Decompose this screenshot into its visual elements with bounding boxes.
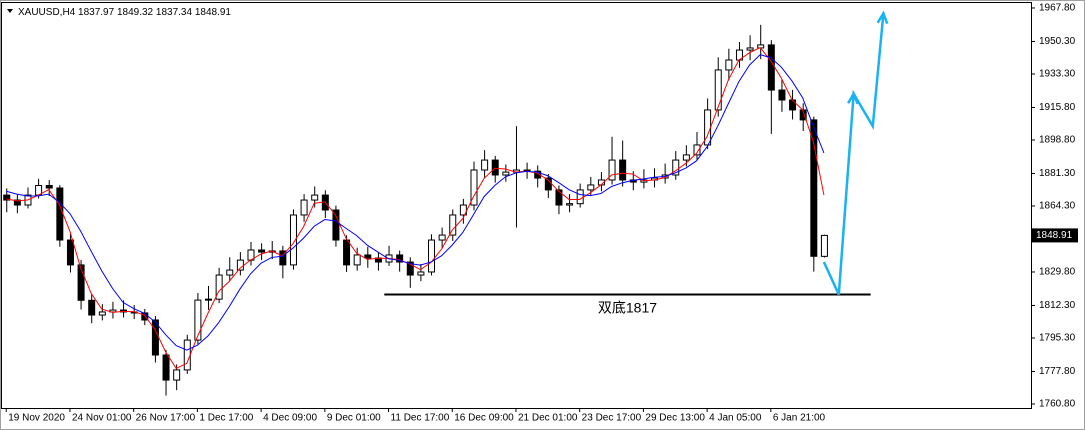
y-tick-label: 1950.30 [1039,36,1076,47]
candle-body [173,369,181,381]
candle-body [332,209,340,241]
x-tick-label: 26 Nov 17:00 [136,413,196,424]
arrow-head [847,90,859,105]
y-tick-label: 1795.30 [1039,333,1076,344]
candle-body [205,298,213,301]
candle-body [672,159,680,176]
candle-body [406,261,414,276]
close: 1848.91 [195,7,232,18]
symbol: XAUUSD,H4 [18,7,76,18]
candle-body [364,254,372,259]
x-tick-label: 19 Nov 2020 [8,413,65,424]
y-tick-label: 1898.80 [1039,135,1076,146]
moving-average [6,46,825,370]
candle-body [417,271,425,276]
candle-body [470,169,478,206]
x-tick-label: 21 Dec 01:00 [518,413,578,424]
candle-body [77,264,85,301]
candle-body [789,99,797,111]
x-tick-label: 11 Dec 17:00 [391,413,450,424]
price-label-bg [1032,228,1078,243]
y-tick-label: 1967.80 [1039,3,1076,14]
candle-body [66,239,74,266]
candle-body [428,239,436,273]
candle-body [194,299,202,341]
candle-body [258,249,266,253]
candle-body [300,199,308,216]
candle-body [481,159,489,171]
annotation: 双底1817 [598,299,657,315]
candle-body [746,47,754,51]
candle-body [502,171,510,176]
low: 1837.34 [156,7,193,18]
price-label: 1848.91 [1036,230,1073,241]
candle-body [279,250,287,266]
candle-body [438,234,446,241]
candle-body [778,89,786,101]
candle-body [459,204,467,216]
candle-body [183,339,191,371]
header: XAUUSD,H4 1837.97 1849.32 1837.34 1848.9… [18,7,231,18]
x-tick-label: 6 Jan 21:00 [773,413,826,424]
candle-body [353,254,361,266]
candle-body [98,311,106,316]
y-tick-label: 1864.30 [1039,201,1076,212]
candle-body [810,119,818,257]
x-tick-label: 29 Dec 13:00 [645,413,705,424]
y-tick-label: 1915.80 [1039,102,1076,113]
x-tick-label: 9 Dec 01:00 [327,413,381,424]
candle-body [767,44,775,91]
open: 1837.97 [78,7,115,18]
candle-body [3,194,11,201]
candle-body [714,69,722,111]
y-tick-label: 1777.80 [1039,366,1076,377]
candle-body [491,159,499,176]
candle-body [396,254,404,263]
candle-body [682,154,690,161]
y-tick-label: 1933.30 [1039,69,1076,80]
x-tick-label: 23 Dec 17:00 [582,413,642,424]
candle-body [566,203,574,206]
candle-body [56,187,64,241]
moving-average [6,54,825,351]
candle-body [343,239,351,266]
y-tick-label: 1760.80 [1039,399,1076,410]
x-tick-label: 1 Dec 17:00 [199,413,253,424]
candle-body [311,194,319,201]
candle-body [45,185,53,189]
menu-triangle [7,9,13,13]
x-tick-label: 4 Jan 05:00 [709,413,762,424]
x-tick-label: 24 Nov 01:00 [72,413,132,424]
candle-body [725,59,733,71]
candle-body [820,234,828,257]
candle-body [619,159,627,181]
candle-body [88,299,96,316]
x-tick-label: 16 Dec 09:00 [454,413,514,424]
candle-body [534,170,542,179]
candle-body [587,184,595,191]
candle-body [162,354,170,381]
candle-body [608,159,616,181]
candle-body [555,189,563,206]
candle-body [576,189,584,205]
candle-body [693,144,701,156]
candle-body [449,214,457,236]
y-tick-label: 1829.80 [1039,267,1076,278]
candle-body [215,274,223,300]
high: 1849.32 [117,7,154,18]
arrow-head [876,10,889,25]
y-tick-label: 1881.30 [1039,168,1076,179]
candle-body [13,199,21,206]
candle-body [226,269,234,276]
y-tick-label: 1812.30 [1039,300,1076,311]
x-tick-label: 4 Dec 09:00 [263,413,317,424]
candle-body [289,214,297,266]
